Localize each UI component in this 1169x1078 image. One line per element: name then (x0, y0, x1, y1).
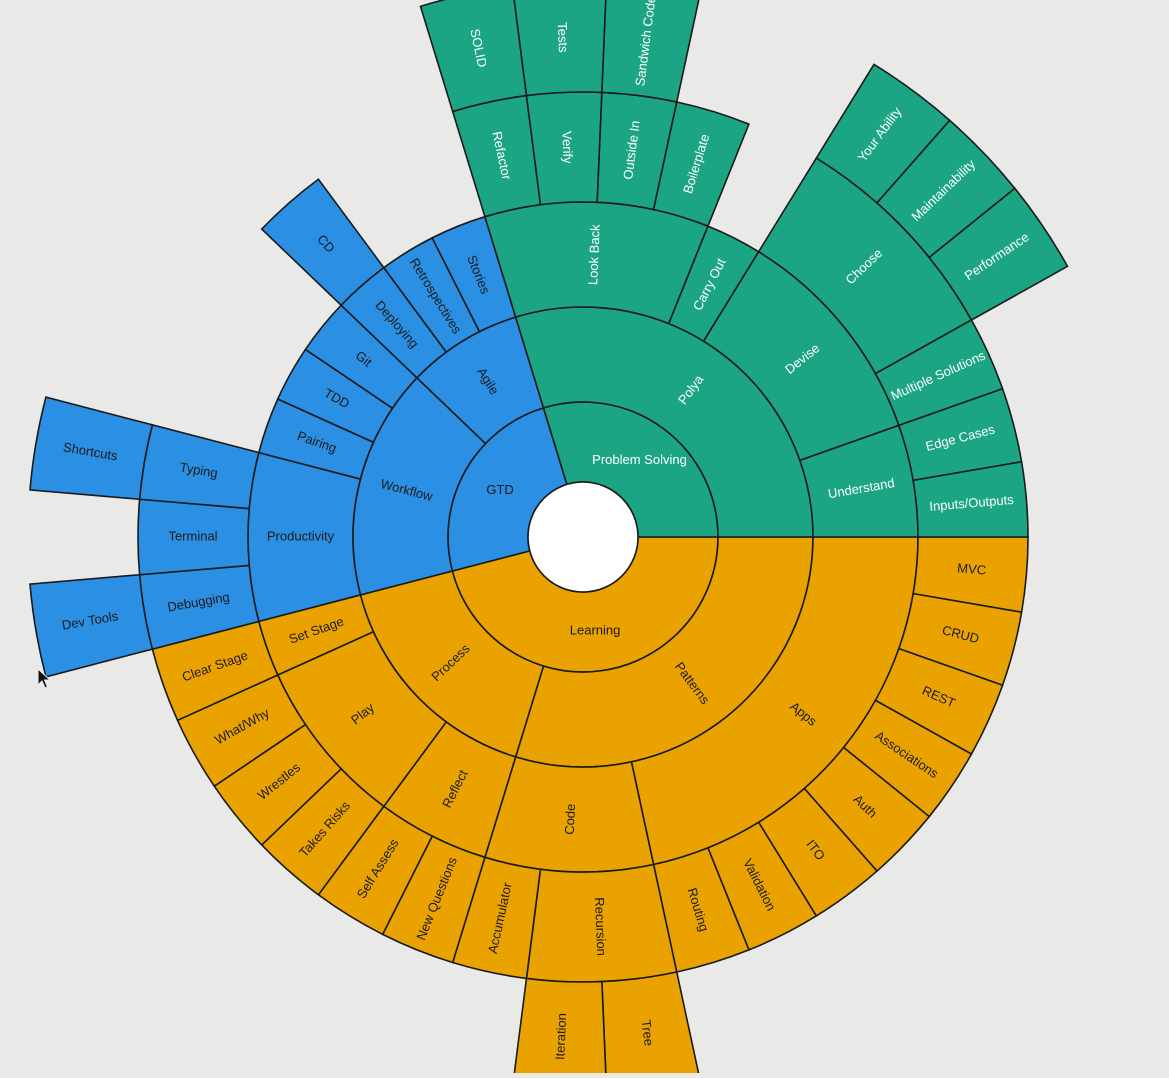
label-recursion: Recursion (592, 897, 609, 956)
label-productivity: Productivity (267, 528, 335, 543)
segment-cd[interactable] (260, 178, 385, 307)
label-look-back: Look Back (585, 224, 603, 286)
label-outside-in: Outside In (620, 120, 642, 181)
center-hole[interactable] (527, 481, 639, 593)
segment-boilerplate[interactable] (652, 101, 750, 228)
segment-inputs-outputs[interactable] (912, 460, 1029, 538)
label-typing: Typing (179, 459, 219, 480)
label-code: Code (562, 803, 578, 835)
label-tests: Tests (555, 22, 571, 53)
label-tree: Tree (638, 1019, 656, 1047)
label-problem-solving: Problem Solving (592, 452, 687, 467)
label-inputs-outputs: Inputs/Outputs (929, 492, 1015, 514)
segment-shortcuts[interactable] (29, 396, 154, 501)
segments-layer (29, 0, 1069, 1078)
label-iteration: Iteration (552, 1013, 569, 1061)
mouse-pointer-icon (37, 668, 52, 689)
label-learning: Learning (570, 623, 621, 638)
label-mvc: MVC (957, 560, 987, 577)
label-verify: Verify (559, 131, 575, 165)
label-terminal: Terminal (168, 528, 217, 543)
label-gtd: GTD (486, 482, 513, 497)
